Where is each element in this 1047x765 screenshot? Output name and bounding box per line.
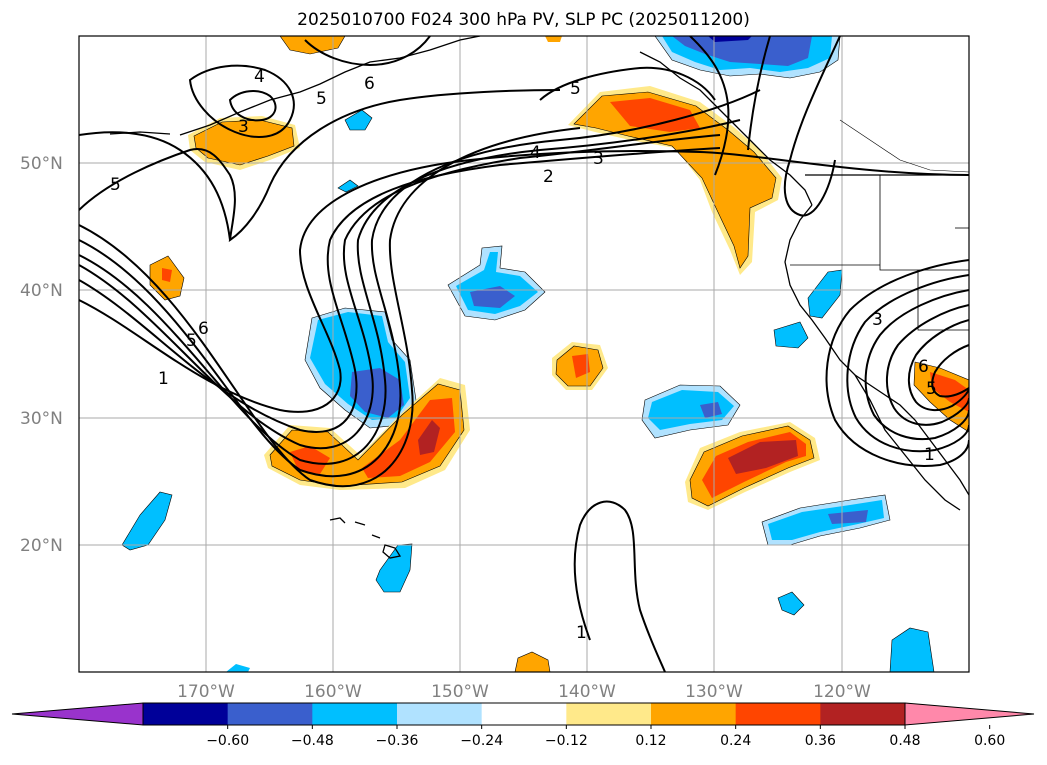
pv-high-west-core: [162, 268, 172, 282]
longitude-labels: 170°W 160°W 150°W 140°W 130°W 120°W: [177, 682, 871, 702]
pv-low-small-a: [344, 109, 373, 131]
contour-label: 5: [316, 89, 327, 109]
contour-label: 6: [364, 74, 375, 94]
pv-low-small-c: [777, 591, 805, 616]
colorbar-segment: [651, 703, 737, 725]
pv-high-top-left: [279, 36, 346, 55]
contour-label: 6: [918, 357, 929, 377]
contour-label: 5: [186, 331, 197, 351]
pv-high-gulf-alaska-core: [610, 98, 700, 132]
contour-label: 6: [198, 319, 209, 339]
contour-label: 3: [872, 310, 883, 330]
lon-label: 140°W: [558, 682, 616, 702]
pv-low-central-pacific-core: [350, 368, 404, 418]
colorbar-tick-label: −0.60: [206, 733, 249, 749]
colorbar-segment: [481, 703, 567, 725]
lon-label: 160°W: [304, 682, 362, 702]
lat-label: 20°N: [20, 536, 63, 556]
pv-high-bottom: [514, 651, 551, 672]
pv-low-small-b: [337, 179, 359, 193]
map-plot-area: 4 3 5 6 5 4 3 2 5 6 5 1 3 6 5 1 1: [79, 36, 969, 672]
colorbar-tick-label: 0.24: [720, 733, 751, 749]
contour-label: 2: [543, 167, 554, 187]
colorbar-segment: [397, 703, 483, 725]
contour-label: 1: [158, 369, 169, 389]
colorbar-extend-max: [904, 702, 1035, 726]
colorbar-tick-label: −0.36: [376, 733, 419, 749]
pv-high-bering-inner: [193, 119, 295, 166]
pv-low-baja: [807, 269, 843, 319]
colorbar-segment: [143, 703, 229, 725]
pv-high-gulf-alaska-inner: [573, 91, 777, 269]
map-frame: [78, 35, 970, 673]
contour-label: 1: [924, 445, 935, 465]
pv-low-bottom-left: [226, 664, 250, 672]
pv-low-north-center-core: [672, 36, 812, 66]
pv-low-west: [121, 491, 173, 551]
lon-label: 170°W: [177, 682, 235, 702]
pv-low-east-pacific-inner: [648, 390, 734, 430]
pv-low-south-edge: [889, 627, 935, 672]
pv-low-north-center-max: [708, 36, 752, 42]
lon-label: 150°W: [431, 682, 489, 702]
pv-high-mid-core: [572, 354, 590, 378]
latitude-labels: 50°N 40°N 30°N 20°N: [20, 154, 63, 556]
colorbar-segment: [312, 703, 398, 725]
lat-label: 50°N: [20, 154, 63, 174]
colorbar-tick-label: −0.48: [291, 733, 334, 749]
pv-low-southeast-inner: [768, 500, 884, 540]
contour-label: 5: [570, 79, 581, 99]
slp-contours: [79, 36, 969, 672]
pv-high-central-pacific-max: [418, 420, 440, 455]
pv-high-east-max: [728, 440, 798, 474]
colorbar-tick-label: 0.60: [974, 733, 1005, 749]
contour-labels: 4 3 5 6 5 4 3 2 5 6 5 1 3 6 5 1 1: [110, 67, 937, 643]
lon-label: 120°W: [813, 682, 871, 702]
map-title: 2025010700 F024 300 hPa PV, SLP PC (2025…: [297, 10, 750, 30]
contour-label: 5: [926, 379, 937, 399]
pv-low-southeast-core: [828, 510, 868, 524]
pv-low-mid-pacific-north-core: [470, 286, 515, 308]
contour-label: 1: [576, 623, 587, 643]
graticule: [79, 36, 969, 672]
colorbar: −0.60 −0.48 −0.36 −0.24 −0.12 0.12 0.24 0.36 0.4…: [11, 702, 1035, 749]
colorbar-extend-min: [11, 702, 144, 726]
pv-low-east-pacific-core: [700, 402, 722, 418]
colorbar-segment: [566, 703, 652, 725]
lon-label: 130°W: [685, 682, 743, 702]
colorbar-segment: [227, 703, 313, 725]
colorbar-segment: [820, 703, 906, 725]
contour-label: 3: [238, 117, 249, 137]
colorbar-tick-label: −0.12: [545, 733, 588, 749]
lat-label: 30°N: [20, 409, 63, 429]
colorbar-segment: [735, 703, 821, 725]
contour-label: 4: [530, 143, 541, 163]
colorbar-tick-label: 0.36: [805, 733, 836, 749]
lat-label: 40°N: [20, 281, 63, 301]
pv-high-top-center-small: [545, 36, 562, 42]
colorbar-tick-label: −0.24: [460, 733, 503, 749]
pv-low-socal: [773, 321, 809, 349]
contour-label: 4: [254, 67, 265, 87]
contour-label: 5: [110, 175, 121, 195]
contour-label: 3: [593, 149, 604, 169]
pv-high-central-pacific-red: [290, 398, 455, 478]
colorbar-frame: [142, 702, 906, 726]
colorbar-tick-label: 0.12: [635, 733, 666, 749]
colorbar-tick-label: 0.48: [889, 733, 920, 749]
